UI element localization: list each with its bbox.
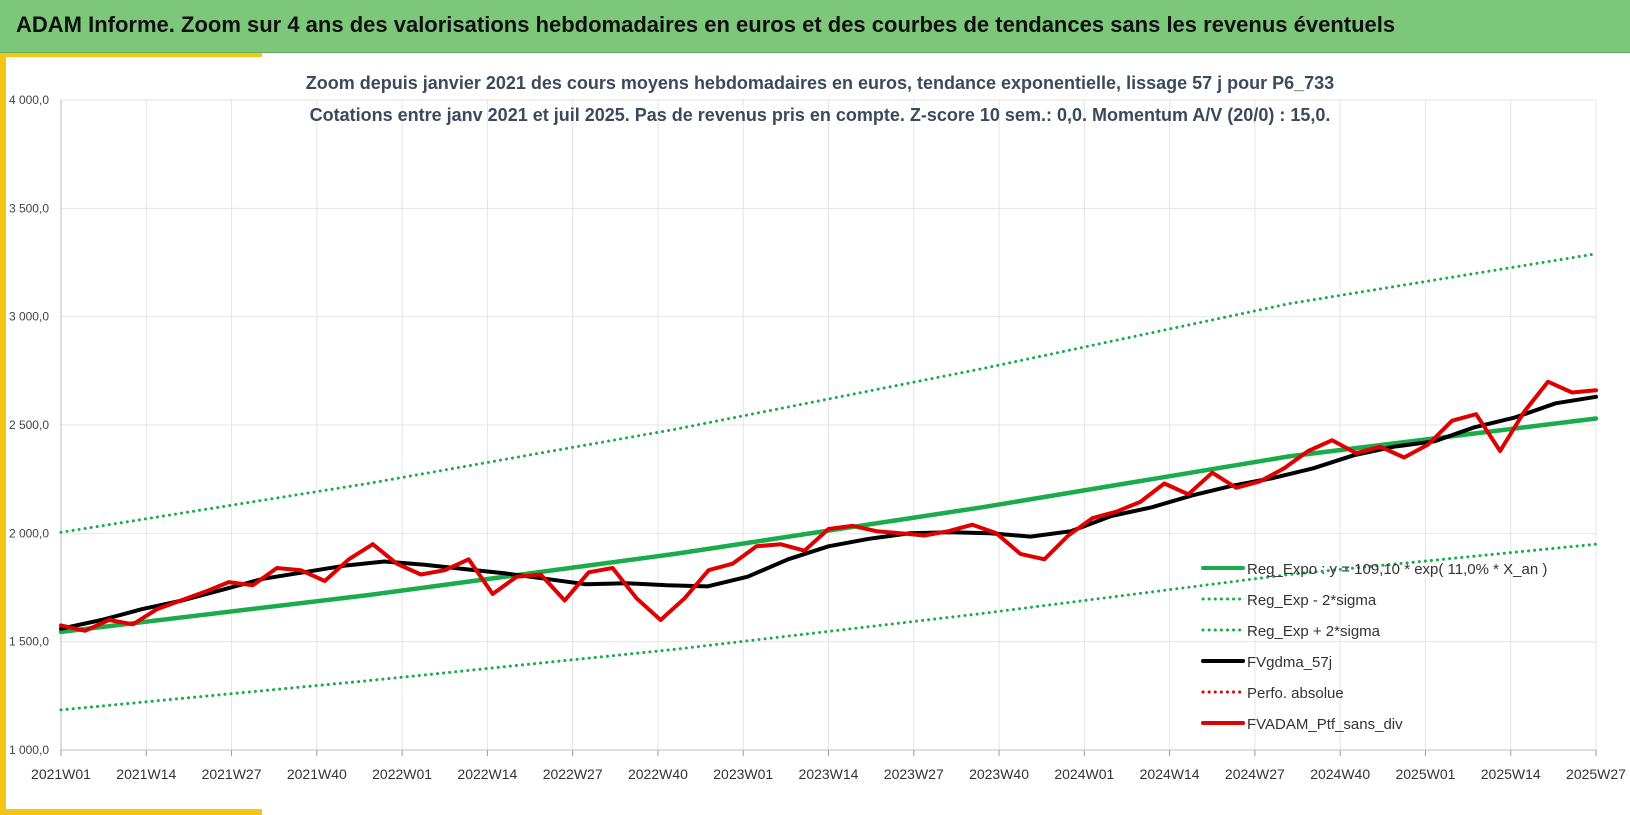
x-tick-label: 2025W01 xyxy=(1395,766,1455,782)
x-tick-label: 2024W01 xyxy=(1054,766,1114,782)
chart-title: Zoom depuis janvier 2021 des cours moyen… xyxy=(306,73,1334,93)
banner-title: ADAM Informe. Zoom sur 4 ans des valoris… xyxy=(16,12,1396,37)
series-line-fvadam-ptf-sans-div xyxy=(59,379,1598,633)
y-tick-label: 1 000,0 xyxy=(9,743,49,757)
y-tick-label: 2 000,0 xyxy=(9,526,49,540)
legend-label: Reg_Exp + 2*sigma xyxy=(1247,623,1381,640)
series-line-reg-exp-2-sigma xyxy=(59,542,1598,712)
title-banner: ADAM Informe. Zoom sur 4 ans des valoris… xyxy=(0,0,1630,53)
x-tick-label: 2022W27 xyxy=(543,766,603,782)
chart-axes: 1 000,0 1 500,0 2 000,0 2 500,0 3 000,0 3 500… xyxy=(9,93,1626,782)
chart-series xyxy=(58,252,1599,712)
x-tick-label: 2023W27 xyxy=(884,766,944,782)
x-tick-label: 2021W40 xyxy=(287,766,347,782)
chart-grid xyxy=(60,99,1597,751)
x-tick-label: 2025W14 xyxy=(1481,766,1541,782)
x-tick-label: 2021W14 xyxy=(116,766,176,782)
y-tick-label: 1 500,0 xyxy=(9,635,49,649)
y-tick-label: 3 000,0 xyxy=(9,310,49,324)
x-tick-label: 2021W27 xyxy=(202,766,262,782)
legend-label: Perfo. absolue xyxy=(1247,685,1344,702)
legend-label: Reg_Expo : y = 109,10 * exp( 11,0% * X_a… xyxy=(1247,561,1547,578)
x-tick-label: 2022W01 xyxy=(372,766,432,782)
accent-bar-bottom xyxy=(0,809,262,815)
y-tick-label: 2 500,0 xyxy=(9,418,49,432)
accent-bar-left xyxy=(0,53,6,815)
chart-legend: Reg_Expo : y = 109,10 * exp( 11,0% * X_a… xyxy=(1201,561,1547,733)
x-tick-label: 2023W40 xyxy=(969,766,1029,782)
x-tick-label: 2023W01 xyxy=(713,766,773,782)
accent-bar-top xyxy=(0,53,262,57)
x-tick-label: 2024W40 xyxy=(1310,766,1370,782)
x-tick-label: 2022W40 xyxy=(628,766,688,782)
legend-label: FVgdma_57j xyxy=(1247,654,1332,671)
y-tick-label: 3 500,0 xyxy=(9,201,49,215)
x-tick-label: 2025W27 xyxy=(1566,766,1626,782)
x-tick-label: 2024W14 xyxy=(1140,766,1200,782)
x-tick-label: 2022W14 xyxy=(457,766,517,782)
legend-label: FVADAM_Ptf_sans_div xyxy=(1247,716,1403,733)
y-tick-label: 4 000,0 xyxy=(9,93,49,107)
legend-label: Reg_Exp - 2*sigma xyxy=(1247,592,1377,609)
x-tick-label: 2021W01 xyxy=(31,766,91,782)
chart-subtitle: Cotations entre janv 2021 et juil 2025. … xyxy=(310,105,1331,125)
x-tick-label: 2023W14 xyxy=(799,766,859,782)
series-line-fvgdma-57j xyxy=(59,394,1598,631)
x-tick-label: 2024W27 xyxy=(1225,766,1285,782)
